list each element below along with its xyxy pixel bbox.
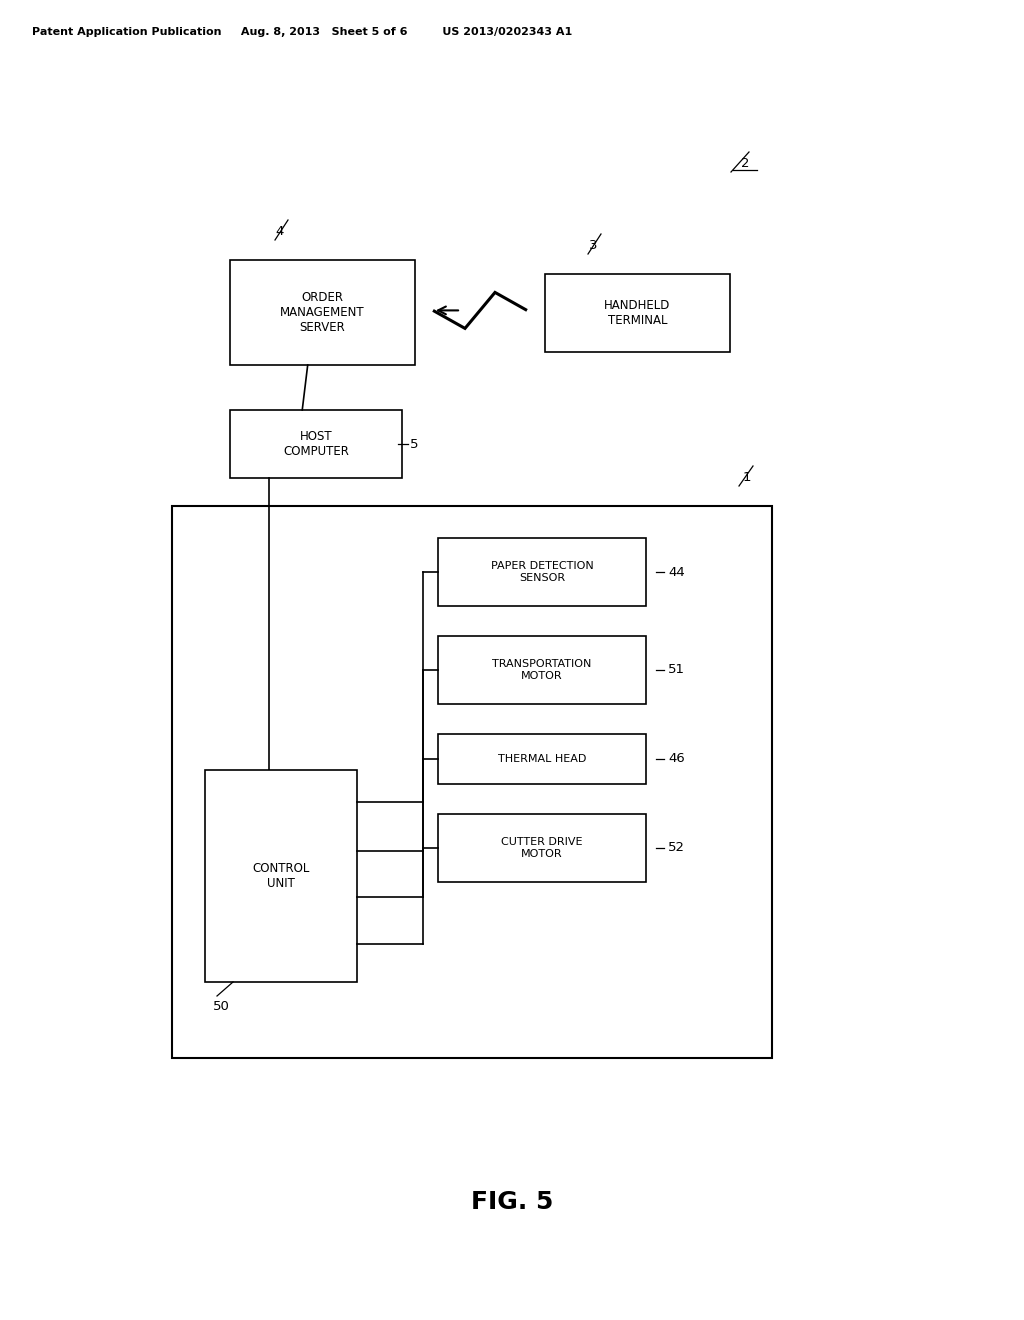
Text: 3: 3 xyxy=(589,239,597,252)
Bar xyxy=(438,814,646,882)
Text: ORDER
MANAGEMENT
SERVER: ORDER MANAGEMENT SERVER xyxy=(281,290,365,334)
Text: 52: 52 xyxy=(668,841,685,854)
Text: TRANSPORTATION
MOTOR: TRANSPORTATION MOTOR xyxy=(493,659,592,681)
Bar xyxy=(205,770,357,982)
Text: THERMAL HEAD: THERMAL HEAD xyxy=(498,754,586,764)
Text: CUTTER DRIVE
MOTOR: CUTTER DRIVE MOTOR xyxy=(502,837,583,859)
Text: 51: 51 xyxy=(668,664,685,676)
Text: 46: 46 xyxy=(668,752,685,766)
Bar xyxy=(545,275,730,352)
Text: CONTROL
UNIT: CONTROL UNIT xyxy=(252,862,309,890)
Text: Patent Application Publication     Aug. 8, 2013   Sheet 5 of 6         US 2013/0: Patent Application Publication Aug. 8, 2… xyxy=(32,26,572,37)
Bar xyxy=(172,506,772,1059)
Bar xyxy=(438,734,646,784)
Bar xyxy=(230,260,415,366)
Text: 4: 4 xyxy=(275,224,285,238)
Text: 50: 50 xyxy=(213,1001,229,1012)
Text: 44: 44 xyxy=(668,565,685,578)
Text: PAPER DETECTION
SENSOR: PAPER DETECTION SENSOR xyxy=(490,561,593,583)
Text: FIG. 5: FIG. 5 xyxy=(471,1191,553,1214)
Text: 1: 1 xyxy=(742,471,752,484)
Text: 2: 2 xyxy=(740,157,750,170)
Text: HOST
COMPUTER: HOST COMPUTER xyxy=(283,430,349,458)
Bar xyxy=(438,539,646,606)
Bar xyxy=(230,411,402,478)
Text: 5: 5 xyxy=(410,437,419,450)
Text: HANDHELD
TERMINAL: HANDHELD TERMINAL xyxy=(604,300,671,327)
Bar xyxy=(438,636,646,704)
